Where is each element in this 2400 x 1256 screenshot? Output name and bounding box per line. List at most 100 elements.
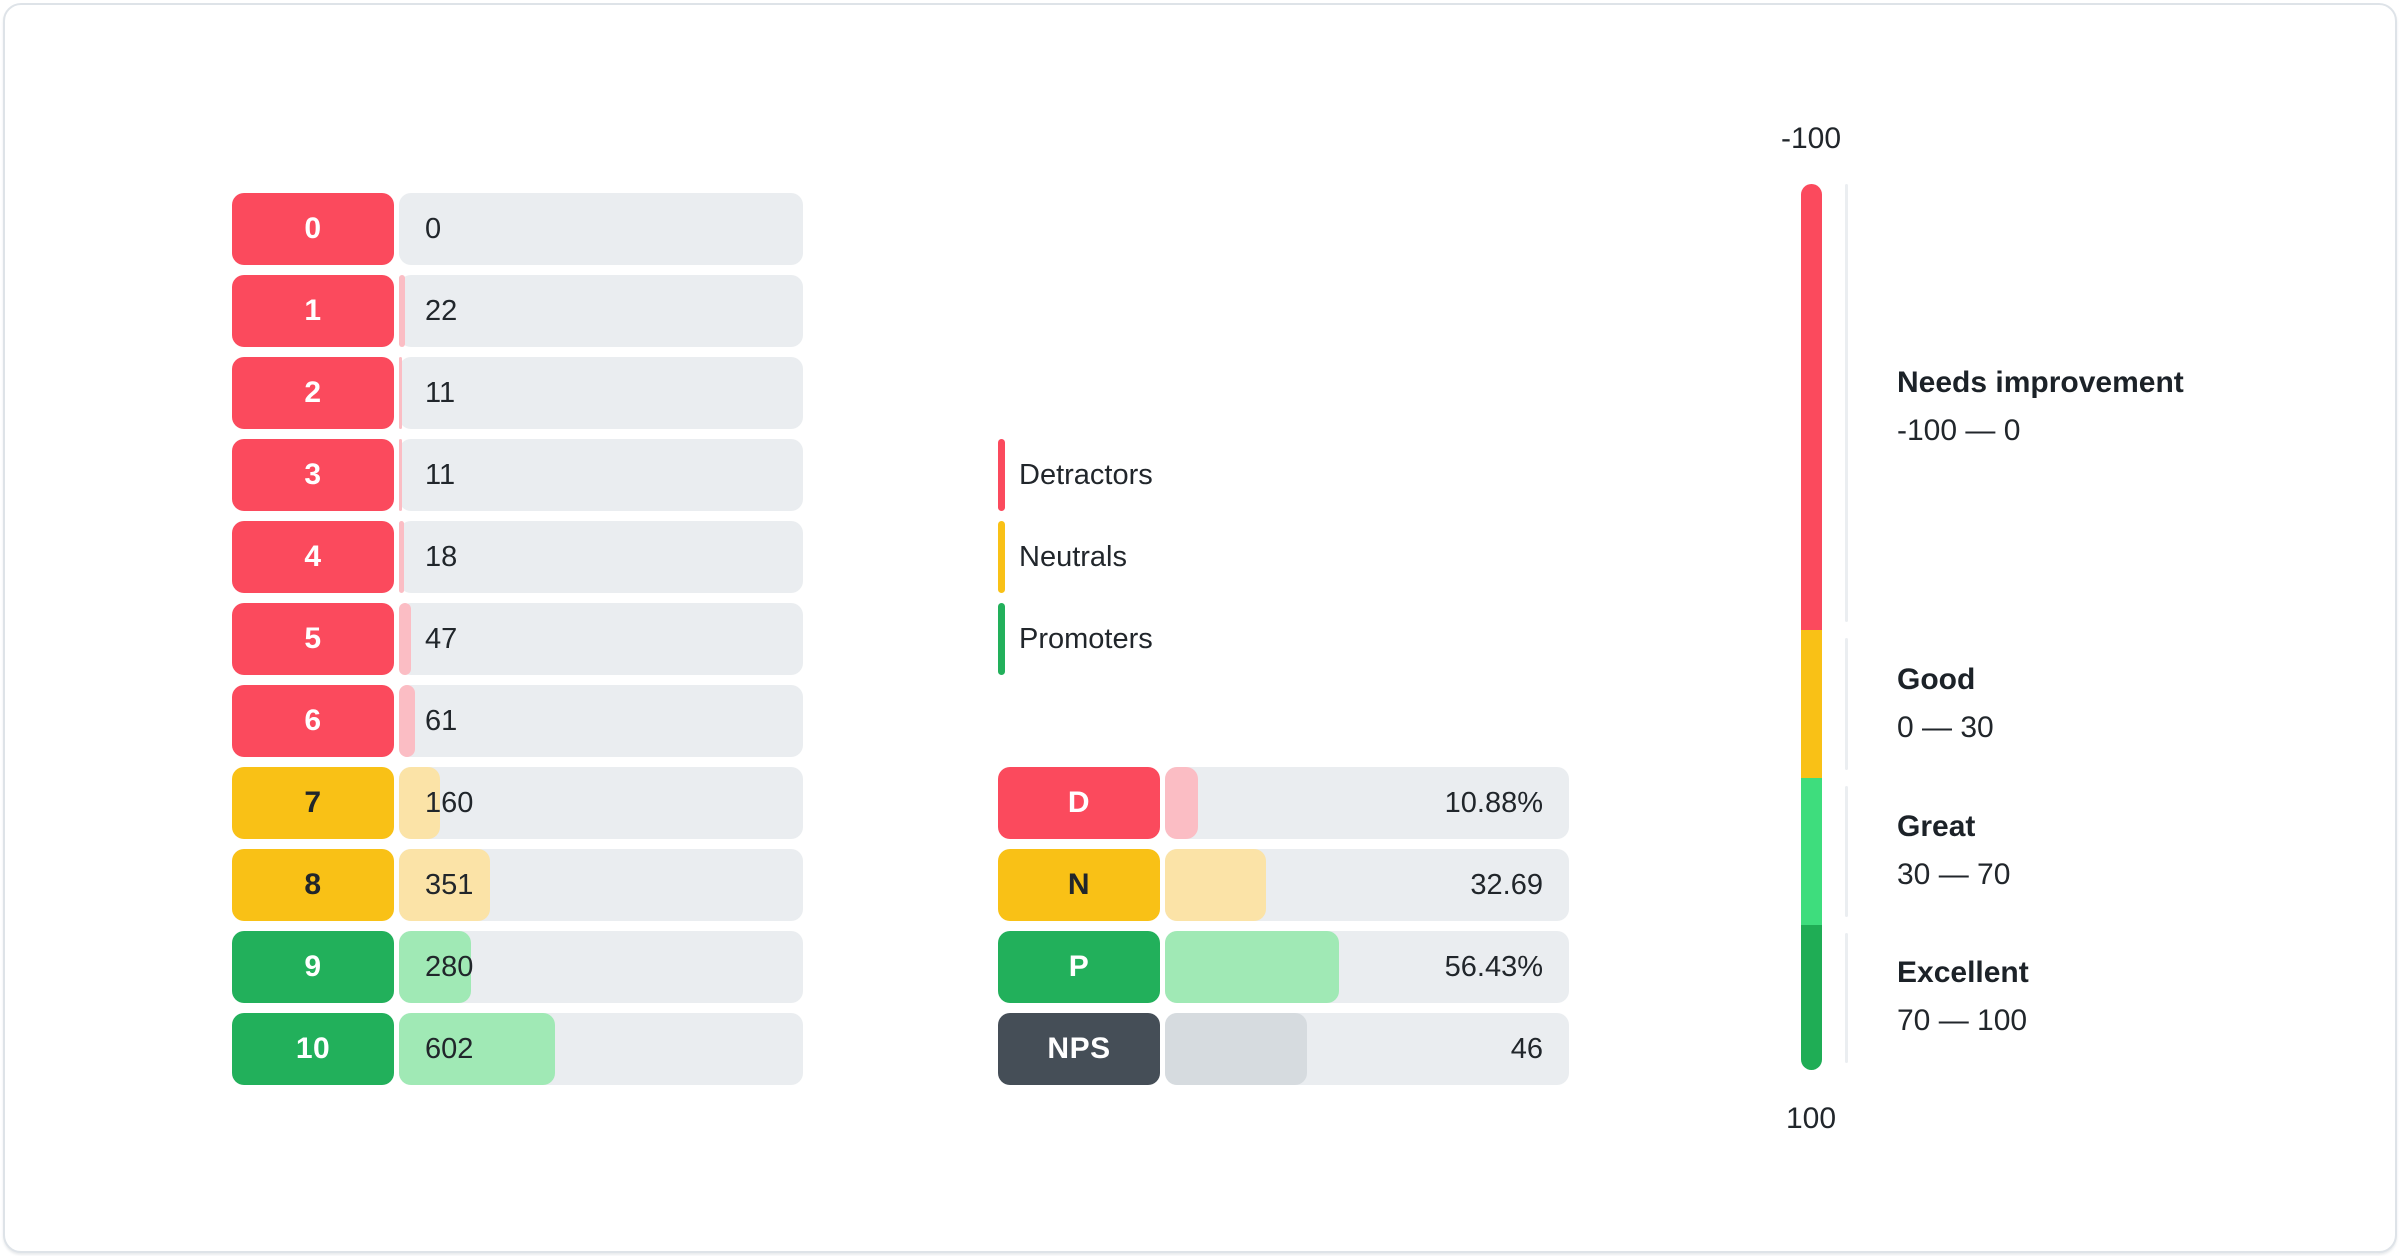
bar-fill xyxy=(399,931,472,1003)
bar-chip: 9 xyxy=(232,931,394,1003)
bar-track: 22 xyxy=(399,275,803,347)
summary-row-n: N 32.69 xyxy=(998,849,1569,921)
bar-track: 11 xyxy=(399,439,803,511)
gauge-segment-4 xyxy=(1801,924,1822,1070)
gauge-zone-range: 0 — 30 xyxy=(1897,710,1994,744)
gauge-zone-title: Great xyxy=(1897,810,1976,844)
bar-fill xyxy=(1165,1013,1307,1085)
gauge-max-label: -100 xyxy=(1780,122,1842,155)
score-row-9: 9 280 xyxy=(232,931,803,1003)
bar-chip: 0 xyxy=(232,193,394,265)
gauge-zone-title: Good xyxy=(1897,662,1976,696)
bar-track: 47 xyxy=(399,603,803,675)
gauge-zone-label-3: Great 30 — 70 xyxy=(1897,810,2010,892)
bar-value: 18 xyxy=(425,540,458,573)
legend-color-bar xyxy=(998,439,1005,511)
bar-chip: 1 xyxy=(232,275,394,347)
bar-fill xyxy=(1165,931,1339,1003)
gauge-track-segment-3 xyxy=(1845,785,1848,917)
legend-item: Neutrals xyxy=(998,521,1153,593)
score-row-7: 7 160 xyxy=(232,767,803,839)
bar-chip: 4 xyxy=(232,521,394,593)
gauge-zone-label-4: Excellent 70 — 100 xyxy=(1897,956,2029,1038)
bar-value: 11 xyxy=(425,376,456,409)
bar-value: 10.88% xyxy=(1444,786,1543,819)
gauge-track-segment-1 xyxy=(1845,184,1848,622)
bar-track: 61 xyxy=(399,685,803,757)
nps-gauge: -100 Needs improvement -100 — 0 Good 0 — 30… xyxy=(1781,122,2361,1135)
gauge-zone-title: Excellent xyxy=(1897,956,2029,990)
bar-track: 280 xyxy=(399,931,803,1003)
bar-value: 280 xyxy=(425,950,474,983)
gauge-track-segment-2 xyxy=(1845,637,1848,770)
bar-value: 0 xyxy=(425,212,442,245)
legend: Detractors Neutrals Promoters xyxy=(998,439,1153,685)
bar-chip: 7 xyxy=(232,767,394,839)
score-row-0: 0 0 xyxy=(232,193,803,265)
legend-item: Detractors xyxy=(998,439,1153,511)
bar-chip: 8 xyxy=(232,849,394,921)
gauge-bar xyxy=(1801,184,1822,1070)
bar-track: 18 xyxy=(399,521,803,593)
gauge-zone-title: Needs improvement xyxy=(1897,365,2184,399)
gauge-zone-label-1: Needs improvement -100 — 0 xyxy=(1897,366,2184,448)
bar-fill xyxy=(399,603,412,675)
bar-fill xyxy=(399,849,490,921)
legend-label: Neutrals xyxy=(1019,540,1127,573)
gauge-segment-2 xyxy=(1801,629,1822,778)
bar-fill xyxy=(399,521,404,593)
summary-row-d: D 10.88% xyxy=(998,767,1569,839)
gauge-segment-1 xyxy=(1801,184,1822,630)
bar-track: 10.88% xyxy=(1165,767,1569,839)
bar-track: 32.69 xyxy=(1165,849,1569,921)
bar-chip: P xyxy=(998,931,1160,1003)
bar-track: 351 xyxy=(399,849,803,921)
score-row-4: 4 18 xyxy=(232,521,803,593)
bar-value: 46 xyxy=(1510,1032,1543,1065)
bar-fill xyxy=(399,767,441,839)
bar-chip: 6 xyxy=(232,685,394,757)
bar-track: 11 xyxy=(399,357,803,429)
summary-row-p: P 56.43% xyxy=(998,931,1569,1003)
bar-fill xyxy=(1165,849,1266,921)
gauge-min-label: 100 xyxy=(1785,1102,1837,1135)
gauge-segment-3 xyxy=(1801,777,1822,925)
bar-value: 32.69 xyxy=(1470,868,1543,901)
nps-summary-chart: D 10.88% N 32.69 P 56.43% NPS 46 xyxy=(998,767,1569,1095)
bar-chip: 3 xyxy=(232,439,394,511)
bar-track: 0 xyxy=(399,193,803,265)
legend-item: Promoters xyxy=(998,603,1153,675)
legend-label: Detractors xyxy=(1019,458,1153,491)
bar-value: 351 xyxy=(425,868,474,901)
bar-fill xyxy=(1165,767,1199,839)
bar-fill xyxy=(399,439,402,511)
bar-chip: D xyxy=(998,767,1160,839)
bar-value: 56.43% xyxy=(1444,950,1543,983)
gauge-zone-label-2: Good 0 — 30 xyxy=(1897,663,1994,745)
bar-chip: 10 xyxy=(232,1013,394,1085)
score-row-5: 5 47 xyxy=(232,603,803,675)
gauge-zone-range: -100 — 0 xyxy=(1897,413,2021,447)
bar-track: 160 xyxy=(399,767,803,839)
bar-track: 56.43% xyxy=(1165,931,1569,1003)
bar-fill xyxy=(399,357,402,429)
bar-chip: 2 xyxy=(232,357,394,429)
score-row-1: 1 22 xyxy=(232,275,803,347)
bar-chip: 5 xyxy=(232,603,394,675)
gauge-zone-range: 70 — 100 xyxy=(1897,1004,2028,1038)
bar-fill xyxy=(399,1013,555,1085)
legend-color-bar xyxy=(998,603,1005,675)
bar-value: 160 xyxy=(425,786,474,819)
bar-value: 11 xyxy=(425,458,456,491)
legend-label: Promoters xyxy=(1019,622,1153,655)
bar-fill xyxy=(399,685,415,757)
score-row-3: 3 11 xyxy=(232,439,803,511)
bar-value: 47 xyxy=(425,622,458,655)
bar-fill xyxy=(399,275,405,347)
bar-value: 22 xyxy=(425,294,458,327)
gauge-zone-range: 30 — 70 xyxy=(1897,858,2011,892)
bar-value: 61 xyxy=(425,704,458,737)
gauge-track-segment-4 xyxy=(1845,932,1848,1063)
score-row-8: 8 351 xyxy=(232,849,803,921)
